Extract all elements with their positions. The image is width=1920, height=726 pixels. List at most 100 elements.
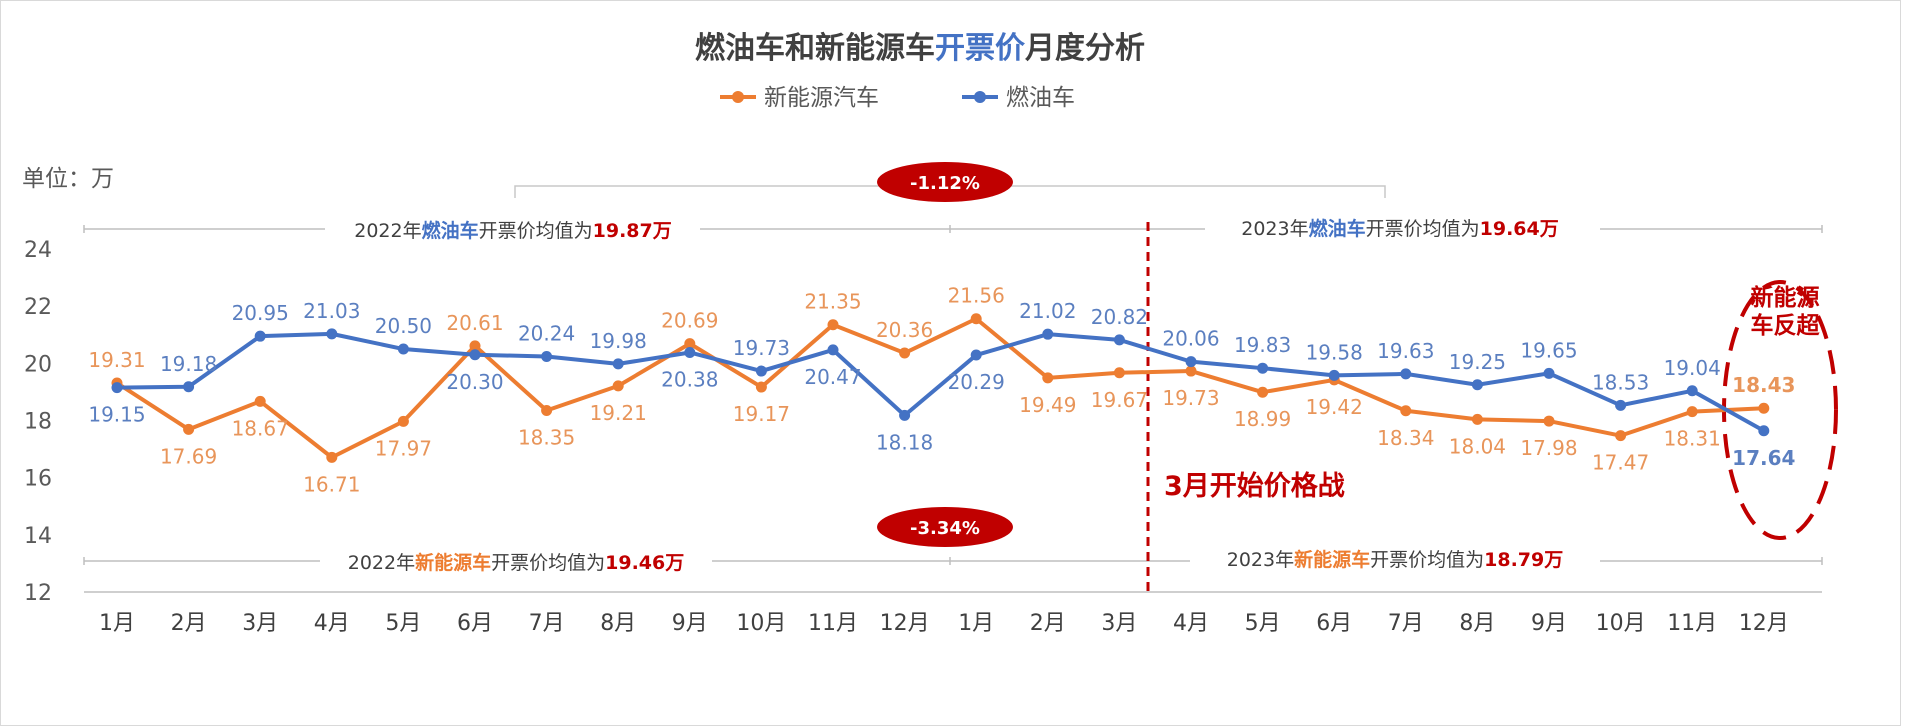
y-tick-label: 12: [24, 581, 52, 606]
data-point: [541, 350, 553, 362]
overtake-label-line2: 车反超: [1751, 312, 1821, 339]
x-tick-label: 11月: [1667, 611, 1717, 636]
data-label-fuel: 19.65: [1520, 338, 1577, 362]
data-label-nev: 18.99: [1234, 407, 1291, 431]
nev-change-badge: -3.34%: [877, 507, 1013, 547]
data-label-nev: 17.69: [160, 444, 217, 468]
data-label-nev: 20.36: [876, 318, 933, 342]
data-point: [1400, 368, 1412, 380]
legend-label-fuel: 燃油车: [1006, 85, 1075, 111]
x-tick-label: 12月: [880, 611, 930, 636]
data-point: [970, 313, 982, 325]
data-point: [899, 409, 911, 421]
x-tick-label: 8月: [600, 611, 636, 636]
data-label-nev: 18.35: [518, 425, 575, 449]
overtake-label-line1: 新能源: [1751, 284, 1820, 311]
data-label-nev: 18.31: [1664, 427, 1721, 451]
y-tick-label: 16: [24, 467, 52, 492]
x-tick-label: 11月: [808, 611, 858, 636]
data-point: [755, 381, 767, 393]
data-label-nev: 19.42: [1306, 395, 1363, 419]
x-tick-label: 4月: [1173, 611, 1209, 636]
data-label-fuel: 18.53: [1592, 370, 1649, 394]
data-point: [899, 347, 911, 359]
data-point: [1042, 372, 1054, 384]
data-point: [1328, 369, 1340, 381]
x-tick-label: 5月: [1245, 611, 1281, 636]
data-label-nev: 21.56: [948, 284, 1005, 308]
data-label-nev: 20.61: [446, 311, 503, 335]
data-label-nev: 18.43: [1732, 373, 1795, 397]
data-label-nev: 20.69: [661, 309, 718, 333]
data-label-fuel: 19.58: [1306, 340, 1363, 364]
data-label-nev: 19.67: [1091, 388, 1148, 412]
data-label-fuel: 20.82: [1091, 305, 1148, 329]
average-guide-lines: [83, 225, 1823, 565]
data-point: [111, 382, 123, 394]
x-tick-label: 10月: [1596, 611, 1646, 636]
data-point: [397, 343, 409, 355]
x-tick-label: 5月: [385, 611, 421, 636]
chart-title: 燃油车和新能源车开票价月度分析: [695, 31, 1145, 66]
data-label-nev: 19.31: [88, 348, 145, 372]
data-point: [755, 365, 767, 377]
data-label-nev: 19.49: [1019, 393, 1076, 417]
data-point: [1615, 430, 1627, 442]
x-tick-label: 1月: [958, 611, 994, 636]
data-point: [684, 346, 696, 358]
x-tick-label: 6月: [1316, 611, 1352, 636]
data-point: [970, 349, 982, 361]
x-tick-label: 1月: [99, 611, 135, 636]
data-label-fuel: 20.30: [446, 370, 503, 394]
x-tick-label: 8月: [1459, 611, 1495, 636]
data-label-fuel: 18.18: [876, 430, 933, 454]
data-label-nev: 18.04: [1449, 434, 1506, 458]
data-label-fuel: 19.04: [1664, 356, 1721, 380]
data-point: [1758, 402, 1770, 414]
data-label-nev: 21.35: [804, 290, 861, 314]
axis-layer: 24 22 20 18 16 14 12 1月 2月 3月 4月 5月 6月 7月 8月 9月 10月 11月 12…: [24, 238, 1822, 636]
data-point: [1185, 356, 1197, 368]
x-tick-label: 12月: [1739, 611, 1789, 636]
y-tick-label: 18: [24, 410, 52, 435]
data-label-fuel: 20.38: [661, 367, 718, 391]
data-label-nev: 16.71: [303, 472, 360, 496]
data-point: [326, 328, 338, 340]
data-point: [1471, 413, 1483, 425]
data-point: [183, 423, 195, 435]
unit-label: 单位：万: [22, 166, 114, 192]
data-point: [1543, 415, 1555, 427]
y-tick-label: 14: [24, 524, 52, 549]
data-label-fuel: 19.98: [590, 329, 647, 353]
data-point: [1257, 386, 1269, 398]
x-tick-label: 4月: [314, 611, 350, 636]
data-label-fuel: 17.64: [1732, 446, 1795, 470]
x-tick-label: 2月: [1030, 611, 1066, 636]
data-label-fuel: 19.18: [160, 352, 217, 376]
data-label-nev: 18.67: [232, 416, 289, 440]
x-tick-label: 6月: [457, 611, 493, 636]
data-label-fuel: 20.06: [1162, 327, 1219, 351]
data-point: [1758, 425, 1770, 437]
y-tick-label: 20: [24, 352, 52, 377]
data-point: [1113, 334, 1125, 346]
data-label-nev: 17.98: [1520, 436, 1577, 460]
y-tick-label: 22: [24, 295, 52, 320]
nev-change-text: -3.34%: [910, 518, 980, 539]
nev-change-ellipse: [877, 507, 1013, 547]
x-tick-label: 10月: [736, 611, 786, 636]
legend-dot-fuel: [974, 91, 986, 103]
data-label-nev: 17.47: [1592, 451, 1649, 475]
data-point: [254, 330, 266, 342]
data-label-fuel: 20.29: [948, 370, 1005, 394]
data-point: [827, 344, 839, 356]
data-point: [1543, 367, 1555, 379]
data-label-fuel: 20.47: [804, 365, 861, 389]
data-label-fuel: 20.50: [375, 314, 432, 338]
data-label-fuel: 21.02: [1019, 299, 1076, 323]
x-tick-label: 7月: [1388, 611, 1424, 636]
fuel-change-ellipse: [877, 162, 1013, 202]
data-label-fuel: 21.03: [303, 299, 360, 323]
data-point: [183, 381, 195, 393]
